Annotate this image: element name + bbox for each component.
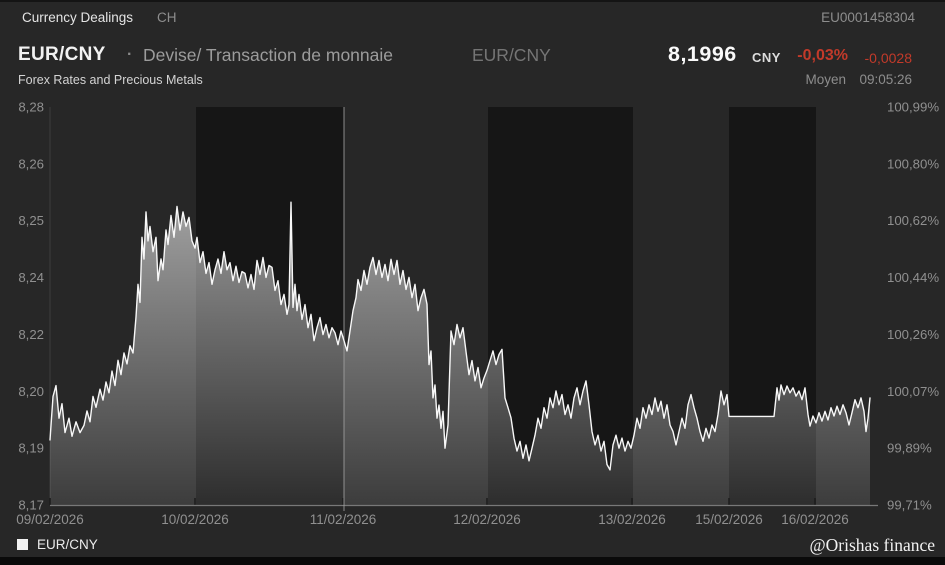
bottom-border: [0, 557, 945, 565]
legend-swatch-icon: [17, 539, 28, 550]
instrument-description: Devise/ Transaction de monnaie: [143, 45, 393, 65]
y-axis-label-right: 99,89%: [887, 441, 932, 456]
quote-time: 09:05:26: [859, 72, 912, 87]
y-axis-label-left: 8,25: [18, 213, 44, 228]
x-axis-date-label: 10/02/2026: [161, 512, 229, 527]
legend-label: EUR/CNY: [37, 537, 98, 552]
x-axis-date-label: 12/02/2026: [453, 512, 521, 527]
y-axis-label-left: 8,19: [18, 441, 44, 456]
y-axis-label-left: 8,20: [18, 384, 44, 399]
change-absolute: -0,0028: [864, 50, 912, 66]
y-axis-label-left: 8,24: [18, 270, 44, 285]
category-subtitle: Forex Rates and Precious Metals: [18, 73, 203, 87]
y-axis-label-right: 100,07%: [887, 384, 939, 399]
price-line: [49, 201, 871, 471]
average-label: Moyen: [805, 72, 846, 87]
title-separator: ·: [127, 46, 133, 63]
y-axis-label-right: 100,44%: [887, 270, 939, 285]
y-axis-label-right: 100,80%: [887, 156, 939, 171]
y-axis-label-left: 8,26: [18, 156, 44, 171]
price-currency: CNY: [752, 50, 781, 65]
x-axis-date-label: 13/02/2026: [598, 512, 666, 527]
area-fill: [50, 202, 870, 505]
x-axis-date-label: 15/02/2026: [695, 512, 763, 527]
y-axis-label-right: 99,71%: [887, 498, 932, 513]
y-axis-label-left: 8,28: [18, 100, 44, 115]
app-title: Currency Dealings: [22, 10, 134, 25]
last-price: 8,1996: [668, 42, 737, 66]
x-axis-date-label: 09/02/2026: [16, 512, 84, 527]
watermark: @Orishas finance: [809, 535, 935, 555]
instrument-id: EU0001458304: [821, 10, 915, 25]
market-selector[interactable]: CH: [157, 10, 177, 25]
x-axis-date-label: 11/02/2026: [310, 512, 377, 527]
symbol-secondary: EUR/CNY: [472, 45, 551, 65]
top-border: [0, 0, 945, 2]
y-axis-label-left: 8,22: [18, 327, 44, 342]
y-axis-label-right: 100,62%: [887, 213, 939, 228]
change-percent: -0,03%: [797, 47, 848, 64]
symbol-title: EUR/CNY: [18, 44, 106, 65]
legend-item-eurcny[interactable]: EUR/CNY: [17, 537, 98, 552]
y-axis-label-right: 100,26%: [887, 327, 939, 342]
x-axis-date-label: 16/02/2026: [781, 512, 849, 527]
y-axis-label-right: 100,99%: [887, 100, 939, 115]
y-axis-label-left: 8,17: [18, 498, 44, 513]
